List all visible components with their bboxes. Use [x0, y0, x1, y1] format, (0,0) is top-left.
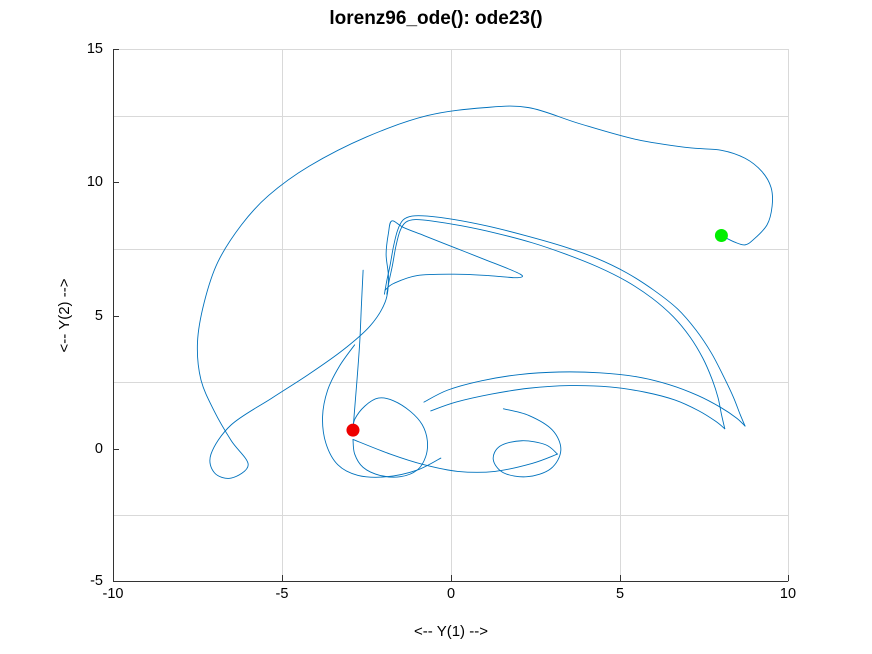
svg-text:<-- Y(2) -->: <-- Y(2) --> — [56, 278, 73, 352]
